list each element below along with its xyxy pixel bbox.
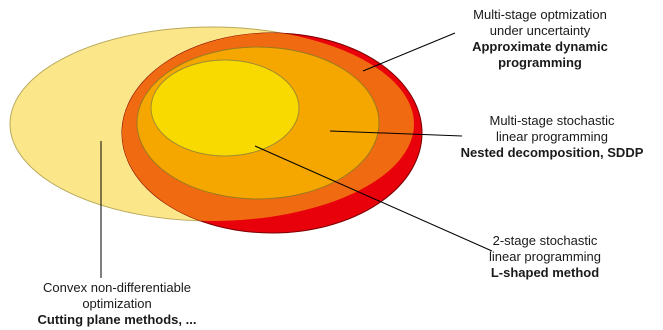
multistage-stochastic-line1: Multi-stage stochastic	[489, 113, 615, 128]
convex-nondiff-method: Cutting plane methods, ...	[37, 312, 197, 327]
multistage-uncertainty-line1: Multi-stage optmization	[473, 7, 607, 22]
two-stage-line1: 2-stage stochastic	[492, 233, 598, 248]
label-two-stage: 2-stage stochastic linear programming L-…	[460, 233, 630, 281]
convex-nondiff-line2: optimization	[82, 296, 152, 311]
label-convex-nondiff: Convex non-differentiable optimization C…	[2, 280, 232, 328]
two-stage-method: L-shaped method	[490, 265, 600, 280]
multistage-uncertainty-method-line2: programming	[498, 55, 582, 70]
multistage-stochastic-line2: linear programming	[496, 129, 608, 144]
leader-line-multistage-stochastic	[329, 130, 463, 137]
two-stage-ellipse	[150, 59, 300, 157]
multistage-stochastic-method: Nested decomposition, SDDP	[460, 145, 644, 160]
two-stage-line2: linear programming	[489, 249, 601, 264]
convex-nondiff-line1: Convex non-differentiable	[43, 280, 191, 295]
leader-line-two-stage	[254, 145, 493, 252]
leader-line-multistage-uncertainty	[362, 32, 456, 72]
label-multistage-stochastic: Multi-stage stochastic linear programmin…	[446, 113, 658, 161]
label-multistage-uncertainty: Multi-stage optmization under uncertaint…	[440, 7, 640, 71]
multistage-uncertainty-line2: under uncertainty	[489, 23, 591, 38]
multistage-uncertainty-method-line1: Approximate dynamic	[472, 39, 608, 54]
